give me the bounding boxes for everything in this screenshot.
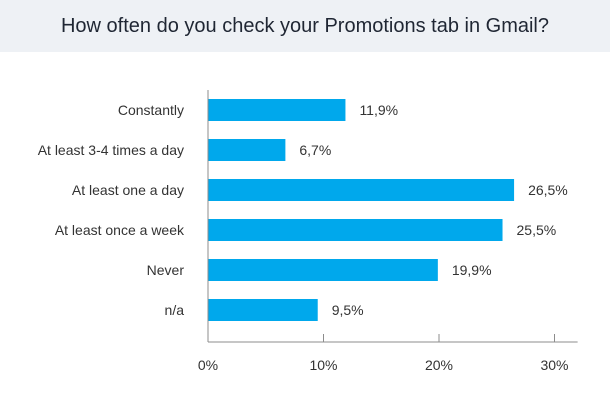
category-label: At least 3-4 times a day (38, 142, 184, 158)
value-label: 6,7% (299, 142, 331, 158)
value-label: 25,5% (517, 222, 557, 238)
category-label: Constantly (118, 102, 184, 118)
x-tick-label: 20% (425, 357, 453, 373)
bar (208, 99, 346, 121)
bar (208, 299, 318, 321)
bar (208, 259, 438, 281)
category-label: At least one a day (72, 182, 184, 198)
x-tick-label: 30% (540, 357, 568, 373)
value-label: 9,5% (332, 302, 364, 318)
category-label: Never (147, 262, 185, 278)
bar (208, 179, 515, 201)
x-tick-label: 0% (198, 357, 218, 373)
x-tick-label: 10% (309, 357, 337, 373)
bar (208, 219, 503, 241)
value-label: 11,9% (359, 102, 398, 118)
bar (208, 139, 286, 161)
category-label: n/a (165, 302, 185, 318)
category-label: At least once a week (55, 222, 185, 238)
chart-title: How often do you check your Promotions t… (60, 15, 550, 37)
value-label: 26,5% (528, 182, 568, 198)
title-band (0, 0, 610, 52)
value-label: 19,9% (452, 262, 492, 278)
